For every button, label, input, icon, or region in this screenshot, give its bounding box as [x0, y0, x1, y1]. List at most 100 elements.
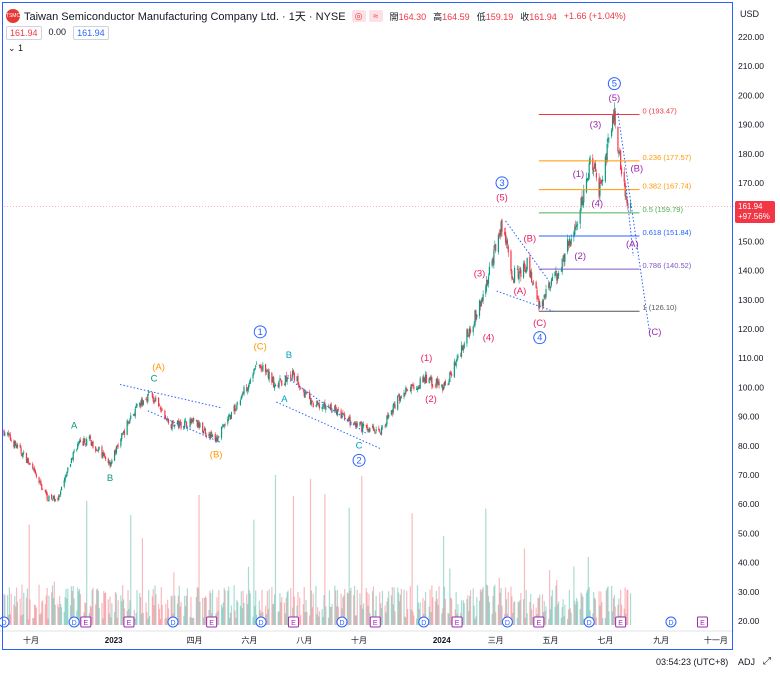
clock-readout[interactable]: 03:54:23 (UTC+8) — [656, 657, 729, 667]
candle — [32, 463, 34, 469]
candle — [600, 180, 602, 184]
volume-bar — [204, 596, 206, 625]
candle — [625, 195, 627, 198]
candle — [485, 286, 487, 294]
volume-bar — [265, 614, 268, 625]
candle — [444, 381, 446, 386]
candle — [415, 388, 418, 390]
candle — [442, 385, 444, 391]
candle — [120, 438, 122, 446]
volume-bar — [117, 600, 119, 625]
volume-bar — [164, 618, 166, 625]
volume-bar — [140, 613, 143, 625]
candle — [469, 329, 472, 333]
candle — [322, 406, 324, 408]
volume-bar — [505, 599, 508, 625]
candle — [255, 363, 258, 365]
volume-bar — [518, 602, 520, 625]
volume-bar — [149, 616, 151, 625]
candle — [149, 391, 151, 393]
x-tick-label: 六月 — [241, 635, 257, 645]
dividend-marker — [583, 616, 595, 628]
candle — [115, 446, 117, 454]
volume-bar — [415, 618, 418, 625]
volume-bar — [513, 602, 515, 625]
candle — [392, 404, 394, 413]
volume-bar — [469, 596, 471, 625]
wave-label: (C) — [254, 341, 267, 352]
wave-label: (4) — [591, 198, 603, 209]
volume-bar — [271, 587, 273, 625]
candle — [504, 232, 507, 243]
candle — [583, 190, 585, 203]
volume-bar — [229, 612, 232, 625]
volume-bar — [606, 587, 608, 625]
volume-bar — [379, 592, 381, 625]
x-tick-label: 九月 — [653, 636, 669, 645]
candle — [224, 424, 226, 425]
candle — [15, 441, 17, 446]
candle — [229, 415, 232, 420]
candle — [220, 426, 223, 438]
wave-label: C — [151, 374, 158, 385]
volume-bar — [448, 613, 450, 625]
adj-toggle[interactable]: ADJ — [738, 657, 756, 667]
volume-bar — [323, 595, 325, 625]
symbol-title[interactable]: Taiwan Semiconductor Manufacturing Compa… — [24, 11, 346, 23]
volume-bar — [393, 587, 395, 625]
candle — [28, 462, 30, 464]
volume-bar — [115, 593, 117, 625]
candle — [474, 310, 476, 326]
volume-bar — [335, 590, 337, 625]
volume-bar — [279, 593, 281, 625]
earnings-marker-label: E — [83, 620, 88, 627]
volume-bar — [241, 608, 243, 625]
volume-bar — [193, 617, 195, 625]
candle — [418, 386, 420, 389]
compare-icon[interactable]: ≈ — [368, 10, 383, 22]
candle — [166, 418, 168, 421]
candle — [550, 279, 553, 286]
candle — [371, 425, 374, 428]
candle — [104, 456, 107, 460]
candle — [411, 384, 413, 386]
volume-bar — [324, 494, 326, 625]
volume-bar — [478, 600, 481, 625]
volume-bar — [412, 611, 414, 625]
volume-bar — [430, 612, 432, 625]
volume-bar — [109, 596, 111, 625]
buy-price-box[interactable]: 161.94 — [73, 26, 109, 40]
candle — [419, 378, 421, 389]
candle — [579, 210, 581, 224]
candle — [140, 399, 143, 406]
candle — [328, 407, 330, 408]
currency-label[interactable]: USD — [740, 9, 760, 19]
volume-bar — [322, 617, 324, 625]
candle — [312, 402, 314, 408]
volume-bar — [19, 598, 21, 625]
volume-bar — [493, 586, 495, 625]
sell-price-box[interactable]: 161.94 — [6, 26, 42, 40]
earnings-marker-label: E — [455, 620, 460, 627]
candle — [467, 328, 469, 333]
candle — [76, 449, 78, 451]
volume-bar — [91, 590, 93, 625]
expand-icon[interactable]: ⤢ — [763, 656, 771, 667]
candle — [52, 495, 55, 499]
dividend-marker-label: D — [421, 620, 426, 627]
spread-value: 0.00 — [48, 27, 67, 37]
candle — [222, 425, 224, 428]
y-tick-label: 30.00 — [738, 587, 760, 597]
candle — [348, 417, 350, 421]
candle — [531, 284, 534, 285]
volume-bar — [444, 598, 446, 625]
candle — [403, 392, 405, 397]
indicator-collapse-toggle[interactable]: ⌄ 1 — [8, 43, 24, 53]
volume-bar — [560, 617, 562, 625]
volume-bar — [195, 597, 197, 625]
volume-bar — [457, 604, 459, 625]
eye-icon[interactable]: ◎ — [351, 10, 366, 22]
volume-bar — [608, 611, 610, 625]
volume-bar — [321, 608, 323, 625]
